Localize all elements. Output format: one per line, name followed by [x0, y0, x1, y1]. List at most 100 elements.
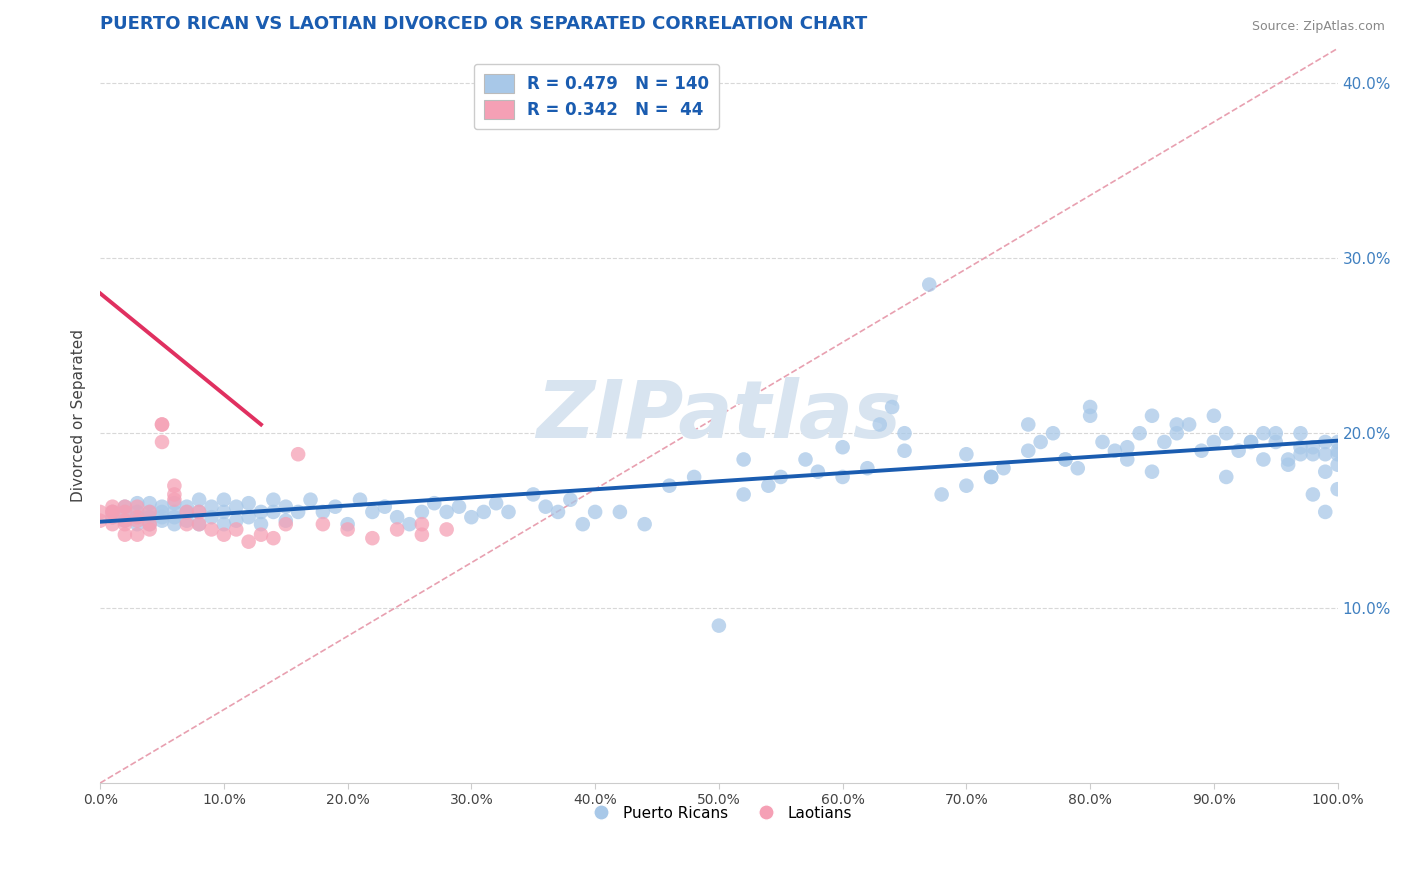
Point: [658, 479, 681, 493]
Legend: Puerto Ricans, Laotians: Puerto Ricans, Laotians: [579, 799, 858, 827]
Point: [274, 517, 297, 532]
Point: [398, 517, 420, 532]
Point: [287, 505, 309, 519]
Point: [150, 500, 173, 514]
Point: [1166, 426, 1188, 441]
Point: [882, 400, 904, 414]
Point: [436, 505, 458, 519]
Point: [188, 492, 211, 507]
Point: [707, 618, 730, 632]
Point: [1116, 452, 1139, 467]
Point: [385, 510, 408, 524]
Point: [1315, 465, 1337, 479]
Point: [163, 510, 186, 524]
Point: [361, 531, 384, 545]
Point: [1326, 458, 1348, 472]
Point: [1017, 443, 1039, 458]
Point: [138, 510, 160, 524]
Point: [1315, 434, 1337, 449]
Point: [250, 505, 273, 519]
Point: [150, 417, 173, 432]
Point: [485, 496, 508, 510]
Point: [212, 527, 235, 541]
Point: [114, 527, 136, 541]
Point: [176, 505, 198, 519]
Point: [993, 461, 1015, 475]
Point: [980, 470, 1002, 484]
Point: [114, 500, 136, 514]
Point: [176, 514, 198, 528]
Point: [101, 500, 124, 514]
Point: [1215, 426, 1237, 441]
Point: [200, 523, 222, 537]
Point: [1166, 417, 1188, 432]
Point: [127, 517, 149, 532]
Point: [918, 277, 941, 292]
Point: [150, 417, 173, 432]
Point: [114, 505, 136, 519]
Point: [1326, 443, 1348, 458]
Point: [114, 500, 136, 514]
Point: [1302, 440, 1324, 454]
Y-axis label: Divorced or Separated: Divorced or Separated: [72, 329, 86, 502]
Point: [287, 447, 309, 461]
Point: [138, 523, 160, 537]
Point: [225, 500, 247, 514]
Point: [238, 510, 260, 524]
Point: [1078, 409, 1101, 423]
Point: [238, 534, 260, 549]
Point: [1240, 434, 1263, 449]
Point: [127, 500, 149, 514]
Point: [163, 492, 186, 507]
Point: [312, 505, 335, 519]
Point: [1264, 426, 1286, 441]
Point: [411, 527, 433, 541]
Point: [176, 500, 198, 514]
Point: [163, 487, 186, 501]
Point: [1054, 452, 1077, 467]
Point: [101, 505, 124, 519]
Point: [980, 470, 1002, 484]
Point: [633, 517, 655, 532]
Point: [1289, 447, 1312, 461]
Point: [127, 510, 149, 524]
Point: [498, 505, 520, 519]
Point: [1315, 447, 1337, 461]
Point: [150, 505, 173, 519]
Point: [522, 487, 544, 501]
Point: [150, 514, 173, 528]
Point: [1315, 505, 1337, 519]
Point: [831, 440, 853, 454]
Point: [385, 523, 408, 537]
Point: [1264, 434, 1286, 449]
Point: [262, 531, 284, 545]
Point: [323, 500, 346, 514]
Point: [200, 510, 222, 524]
Point: [127, 527, 149, 541]
Point: [138, 517, 160, 532]
Point: [138, 496, 160, 510]
Point: [794, 452, 817, 467]
Point: [831, 470, 853, 484]
Point: [225, 514, 247, 528]
Point: [176, 505, 198, 519]
Point: [472, 505, 495, 519]
Point: [1178, 417, 1201, 432]
Point: [89, 505, 111, 519]
Point: [1277, 458, 1299, 472]
Point: [114, 505, 136, 519]
Point: [89, 514, 111, 528]
Point: [856, 461, 879, 475]
Point: [1202, 434, 1225, 449]
Point: [1326, 447, 1348, 461]
Point: [176, 517, 198, 532]
Point: [212, 517, 235, 532]
Point: [114, 514, 136, 528]
Point: [127, 514, 149, 528]
Point: [893, 443, 915, 458]
Point: [225, 523, 247, 537]
Point: [250, 517, 273, 532]
Point: [609, 505, 631, 519]
Point: [955, 447, 977, 461]
Point: [1091, 434, 1114, 449]
